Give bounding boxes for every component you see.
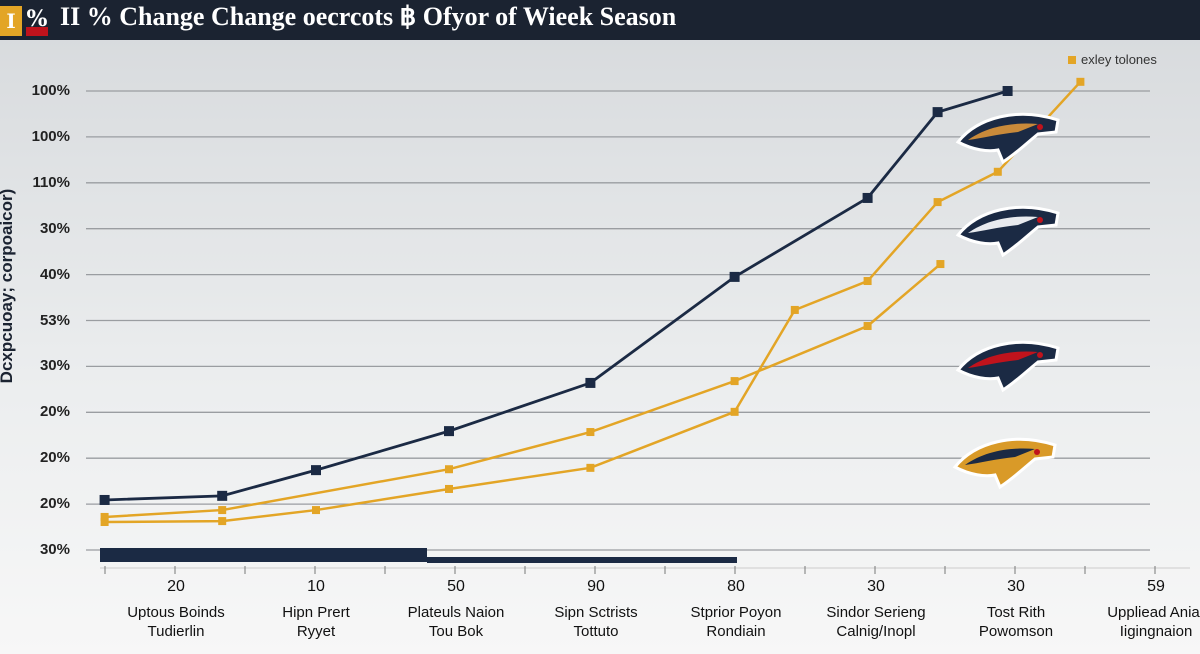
data-point [217,490,228,501]
data-point [444,426,454,437]
x-tick-label: Sipn Sctrists Tottuto [521,603,671,641]
data-point [585,377,596,388]
y-tick-label: 20% [39,449,70,467]
patriot-logo-icon [955,340,1060,393]
data-point [863,277,872,286]
data-point [218,506,227,515]
percent-badge: % [26,6,48,36]
falcon-logo-icon [952,437,1057,490]
data-point [993,167,1002,176]
data-point [312,506,320,515]
data-point [863,322,872,331]
x-tick-label-line: Sindor Serieng [826,604,926,621]
bottom-bar [427,557,737,563]
x-tick-label-line: Stprior Poyon [690,604,782,621]
x-tick-label-line: Ryyet [296,623,336,640]
x-tick-value: 90 [587,578,605,595]
x-tick-value: 80 [727,578,745,595]
legend-label: exley tolones [1081,52,1157,67]
data-point [100,512,109,521]
y-tick-label: 30% [39,541,70,558]
eagle-logo-icon [955,205,1060,258]
series-line [104,80,1082,524]
data-point [99,494,110,505]
x-tick-label-line: Calnig/Inopl [836,623,916,640]
y-tick-label: 100% [31,127,70,145]
x-tick-label: Stprior Poyon Rondiain [661,603,811,641]
x-tick-value: 30 [867,578,885,595]
data-point [790,305,799,314]
x-tick-label: Uptous Boinds Tudierlin [101,603,251,641]
hawk-logo-icon [955,112,1060,165]
x-tick-label-line: Uppliead Aniar [1107,604,1200,621]
data-point [1002,86,1013,96]
x-tick-label-line: Uptous Boinds [127,604,225,621]
x-tick-label-line: Tottuto [573,623,619,640]
chart-title: II % Change Change oecrcots ฿ Ofyor of W… [60,2,677,31]
x-tick-label: Uppliead Aniar Iigingnaion [1081,603,1200,641]
data-point [445,484,453,493]
y-tick-label: 20% [39,403,70,421]
x-tick-value: 59 [1147,578,1165,595]
data-point [933,198,942,207]
x-tick-label: Plateuls Naion Tou Bok [381,603,531,641]
data-point [730,407,739,416]
y-tick-label: 53% [39,311,70,329]
x-tick-label-line: Tost Rith [986,604,1046,621]
x-tick-label: Hipn Prert Ryyet [241,603,391,641]
data-point [932,107,943,118]
y-tick-label: 30% [39,357,70,375]
data-point [1076,77,1085,86]
data-point [445,465,453,474]
legend-swatch [1068,55,1076,64]
x-tick-label-line: Iigingnaion [1119,623,1193,640]
x-tick-label-line: Powomson [978,623,1054,640]
x-tick-label-line: Plateuls Naion [407,604,505,621]
x-tick-label-line: Hipn Prert [282,604,350,621]
x-tick-value: 30 [1007,578,1025,595]
y-tick-label: 100% [31,82,70,99]
data-point [218,517,227,526]
data-point [311,465,321,476]
legend: exley tolones [1068,52,1157,67]
y-tick-label: 110% [32,173,70,191]
x-tick-label: Tost Rith Powomson [941,603,1091,641]
logo-badge: I [0,6,22,36]
y-tick-label: 20% [39,495,70,513]
x-tick-label-line: Tudierlin [147,623,205,640]
data-point [862,192,873,203]
data-point [100,518,109,527]
data-point [729,271,740,282]
x-tick-label-line: Tou Bok [428,623,484,640]
x-tick-label: Sindor Serieng Calnig/Inopl [801,603,951,641]
data-point [586,463,595,472]
x-tick-value: 50 [447,578,465,595]
series-line [104,89,1009,502]
y-tick-label: 40% [39,265,70,283]
x-tick-value: 10 [307,578,325,595]
y-tick-label: 30% [39,219,70,237]
x-tick-value: 20 [167,578,185,595]
x-tick-label-line: Sipn Sctrists [554,604,638,621]
bottom-bar [100,548,427,562]
data-point [730,377,739,386]
data-point [586,428,595,437]
x-tick-label-line: Rondiain [706,623,766,640]
title-bar: I % II % Change Change oecrcots ฿ Ofyor … [0,0,1200,40]
data-point [936,260,945,269]
